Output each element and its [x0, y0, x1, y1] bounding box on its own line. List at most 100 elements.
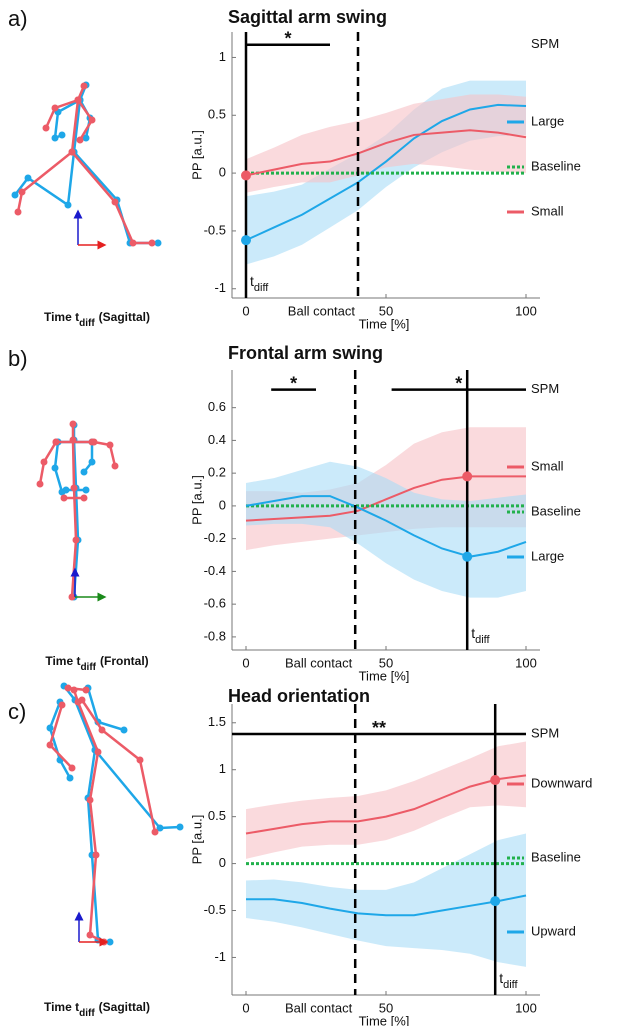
caption-main: Time t [44, 1000, 79, 1014]
series-line [246, 894, 527, 917]
skeleton-red [36, 438, 60, 488]
tdiff-sub: diff [475, 634, 490, 646]
legend-label: Downward [531, 775, 592, 790]
y-tick-label: 0 [219, 855, 226, 870]
tdiff-main: t [499, 970, 503, 986]
legend-label: Large [531, 548, 564, 563]
tdiff-point [241, 170, 251, 181]
tdiff-point [241, 235, 251, 246]
skeleton-red [68, 148, 156, 247]
legend-label: Small [531, 458, 564, 473]
skeleton-frontal [36, 420, 119, 602]
x-axis-label: Time [%] [359, 1013, 410, 1026]
x-axis-label: Time [%] [359, 316, 410, 331]
skeleton-red [68, 420, 80, 601]
x-tick-label: 100 [515, 1000, 537, 1015]
legend-label: Large [531, 113, 564, 128]
event-label: Ball contact [285, 655, 353, 670]
caption-main: Time t [44, 310, 79, 324]
tdiff-point [462, 551, 473, 562]
skeleton-red [74, 96, 96, 144]
tdiff-main: t [471, 625, 475, 641]
x-tick-label: 50 [379, 655, 393, 670]
tdiff-sub: diff [503, 979, 518, 991]
panel-label: a) [8, 6, 28, 31]
tdiff-label: tdiff [250, 273, 269, 294]
series-line [245, 495, 527, 558]
skeleton-blue [51, 438, 66, 496]
x-tick-label: 100 [515, 655, 537, 670]
spm-star: ** [372, 718, 386, 738]
y-tick-label: -1 [214, 949, 226, 964]
skeleton-blue [91, 746, 184, 832]
y-tick-label: -0.6 [204, 596, 226, 611]
legend-label: Upward [531, 923, 576, 938]
confidence-band [246, 741, 526, 859]
caption-main: Time t [45, 654, 80, 668]
series-line [245, 129, 527, 177]
skeleton-red [90, 438, 119, 470]
y-tick-label: 0 [219, 497, 226, 512]
tdiff-point [490, 896, 501, 907]
chart-title: Sagittal arm swing [228, 7, 387, 27]
y-tick-label: 0 [219, 165, 226, 180]
caption: Time tdiff (Frontal) [45, 654, 148, 672]
caption-view: (Frontal) [100, 654, 149, 668]
caption-sub: diff [79, 318, 95, 329]
panel-label: b) [8, 346, 28, 371]
y-axis-label: PP [a.u.] [189, 475, 204, 525]
tdiff-point [490, 775, 501, 786]
spm-star: * [455, 373, 462, 393]
skeleton-head [46, 682, 184, 947]
y-tick-label: -0.4 [204, 563, 226, 578]
y-tick-label: 0.5 [208, 808, 226, 823]
spm-label: SPM [531, 381, 559, 396]
legend-label: Baseline [531, 503, 581, 518]
x-tick-label: 0 [242, 303, 249, 318]
x-tick-label: 50 [379, 303, 393, 318]
y-tick-label: 0.2 [208, 465, 226, 480]
skeleton-red [42, 96, 82, 132]
x-axis-label: Time [%] [359, 668, 410, 683]
y-tick-label: -0.5 [204, 902, 226, 917]
skeleton-red [46, 701, 76, 772]
x-tick-label: 100 [515, 303, 537, 318]
tdiff-main: t [250, 273, 254, 289]
y-tick-label: 1.5 [208, 714, 226, 729]
caption-sub: diff [79, 1008, 95, 1019]
skeleton-red [78, 696, 159, 836]
panel-label: c) [8, 699, 26, 724]
chart-title: Frontal arm swing [228, 343, 383, 363]
skeleton-blue [70, 148, 162, 247]
tdiff-label: tdiff [499, 970, 518, 991]
x-tick-label: 50 [379, 1000, 393, 1015]
legend-label: Baseline [531, 158, 581, 173]
skeleton-sagittal [11, 81, 162, 250]
caption: Time tdiff (Sagittal) [44, 310, 150, 328]
legend-label: Baseline [531, 849, 581, 864]
series-line [245, 475, 526, 522]
legend-label: Small [531, 203, 564, 218]
tdiff-sub: diff [254, 282, 269, 294]
y-tick-label: 1 [219, 49, 226, 64]
y-tick-label: 0.6 [208, 399, 226, 414]
spm-star: * [284, 28, 291, 48]
skeleton-blue [84, 684, 128, 734]
y-tick-label: -0.5 [204, 222, 226, 237]
caption-view: (Sagittal) [99, 1000, 150, 1014]
y-tick-label: -1 [214, 280, 226, 295]
confidence-band [246, 833, 526, 967]
y-tick-label: -0.8 [204, 628, 226, 643]
y-tick-label: 1 [219, 761, 226, 776]
x-tick-label: 0 [242, 1000, 249, 1015]
spm-star: * [290, 373, 297, 393]
caption-view: (Sagittal) [99, 310, 150, 324]
y-tick-label: -0.2 [204, 530, 226, 545]
y-axis-label: PP [a.u.] [189, 815, 204, 865]
spm-label: SPM [531, 36, 559, 51]
y-axis-label: PP [a.u.] [189, 130, 204, 180]
skeleton-red [64, 684, 90, 694]
event-label: Ball contact [288, 303, 356, 318]
event-label: Ball contact [285, 1000, 353, 1015]
